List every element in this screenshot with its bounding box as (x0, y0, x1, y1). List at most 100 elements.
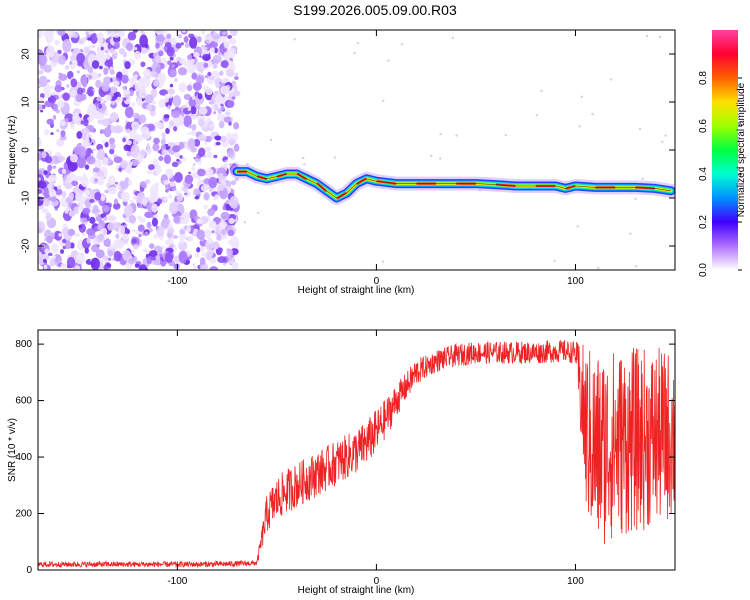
top-x-tick-label: 100 (567, 276, 584, 287)
noise-blob (109, 112, 119, 123)
noise-blob (72, 32, 79, 39)
noise-blob (95, 234, 105, 243)
noise-blob (106, 30, 113, 34)
noise-blob (118, 167, 122, 172)
noise-blob (174, 172, 183, 183)
noise-blob (165, 188, 169, 193)
noise-blob (234, 75, 239, 81)
noise-blob (49, 258, 56, 267)
noise-blob (158, 50, 164, 57)
noise-blob (183, 93, 191, 101)
noise-blob (45, 212, 52, 221)
noise-blob (185, 225, 192, 233)
noise-dot (597, 266, 600, 270)
noise-blob (176, 158, 180, 162)
noise-blob (50, 85, 54, 89)
noise-blob (157, 150, 161, 154)
noise-blob (94, 212, 98, 218)
noise-blob (101, 118, 111, 127)
noise-blob (77, 61, 84, 67)
top-x-tick-label: -100 (167, 276, 187, 287)
noise-blob (38, 53, 47, 67)
noise-blob (126, 140, 132, 146)
noise-blob (44, 237, 48, 242)
noise-blob (95, 112, 105, 120)
noise-blob (105, 95, 112, 102)
noise-blob (196, 61, 205, 72)
noise-blob (201, 252, 206, 257)
noise-blob (214, 135, 222, 141)
noise-blob (71, 180, 79, 187)
noise-blob (38, 97, 44, 103)
noise-blob (199, 71, 203, 76)
noise-blob (227, 47, 236, 59)
noise-blob (202, 53, 211, 62)
noise-blob (143, 248, 148, 253)
noise-blob (107, 257, 112, 261)
noise-blob (229, 195, 239, 209)
bottom-x-tick-label: 100 (567, 576, 584, 587)
noise-blob (191, 171, 198, 179)
noise-blob (208, 176, 218, 189)
noise-blob (64, 182, 73, 190)
noise-blob (177, 67, 188, 76)
noise-blob (38, 75, 48, 88)
top-x-ticks: -100 0 100 (167, 30, 584, 287)
noise-blob (203, 204, 208, 210)
noise-blob (150, 71, 157, 78)
noise-blob (113, 250, 122, 262)
bottom-y-tick-label: 400 (15, 452, 32, 463)
noise-blob (113, 125, 124, 133)
noise-blob (104, 141, 109, 148)
noise-blob (205, 168, 214, 179)
noise-blob (99, 209, 103, 214)
noise-blob (58, 73, 68, 81)
bottom-y-ticks: 0 200 400 600 800 (15, 339, 675, 576)
noise-blob (173, 263, 180, 270)
noise-blob (113, 80, 120, 87)
noise-blob (183, 35, 189, 43)
noise-blob (161, 217, 171, 225)
noise-blob (123, 224, 128, 228)
top-y-tick-label: 0 (21, 147, 32, 153)
noise-blob (84, 247, 89, 254)
noise-blob (134, 263, 140, 268)
noise-blob (128, 89, 134, 97)
noise-blob (187, 235, 194, 242)
noise-blob (47, 183, 53, 190)
noise-blob (192, 82, 202, 91)
noise-blob (218, 70, 224, 76)
noise-dot (645, 34, 649, 38)
noise-blob (144, 211, 154, 219)
noise-blob (215, 94, 223, 105)
noise-blob (213, 111, 217, 115)
snr-panel: -100 0 100 0 200 400 600 800 Height of straigh… (7, 329, 676, 596)
noise-blob (68, 192, 74, 200)
noise-blob (87, 45, 93, 50)
noise-blob (150, 255, 157, 261)
noise-blob (61, 168, 67, 175)
noise-blob (220, 60, 229, 69)
noise-blob (206, 151, 213, 158)
noise-blob (153, 80, 160, 87)
noise-blob (107, 175, 116, 185)
noise-blob (57, 49, 62, 55)
noise-blob (56, 129, 60, 133)
noise-blob (130, 249, 135, 253)
noise-blob (158, 98, 166, 108)
noise-blob (86, 228, 96, 236)
noise-dot (400, 43, 404, 46)
noise-blob (100, 46, 104, 51)
noise-blob (44, 248, 50, 255)
noise-blob (131, 102, 135, 107)
noise-blob (85, 31, 89, 36)
noise-blob (49, 95, 56, 104)
noise-blob (104, 52, 111, 60)
colorbar-gradient (712, 30, 738, 270)
noise-blob (209, 266, 219, 270)
noise-blob (164, 93, 169, 99)
noise-blob (113, 30, 120, 34)
top-y-tick-label: -20 (21, 238, 32, 253)
noise-blob (197, 134, 207, 142)
noise-blob (155, 66, 162, 74)
